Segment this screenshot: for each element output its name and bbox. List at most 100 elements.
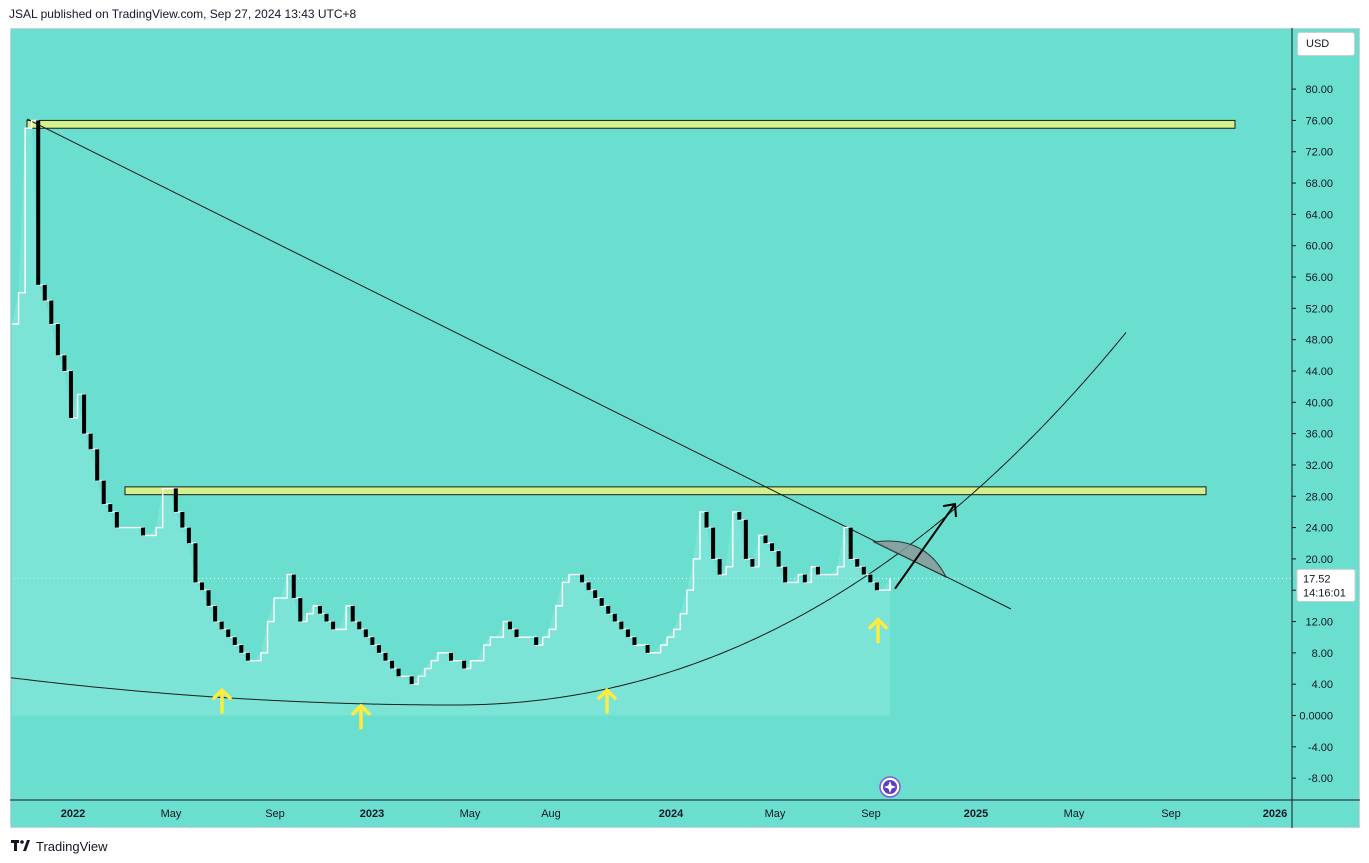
y-tick-label: -4.00 xyxy=(1308,742,1333,754)
y-tick-label: 0.0000 xyxy=(1299,711,1333,723)
bear-candle xyxy=(606,605,611,614)
bear-candle xyxy=(763,535,768,544)
y-tick-label: 28.00 xyxy=(1305,491,1333,503)
bear-candle xyxy=(180,511,185,528)
bear-candle xyxy=(855,558,860,567)
y-tick-label: 80.00 xyxy=(1305,84,1333,96)
x-tick-label: May xyxy=(765,808,786,820)
bear-candle xyxy=(200,582,205,591)
y-tick-label: 48.00 xyxy=(1305,335,1333,347)
bear-candle xyxy=(612,613,617,622)
bear-candle xyxy=(226,629,231,638)
bear-candle xyxy=(711,527,716,559)
bear-candle xyxy=(776,551,781,567)
support-arrow-icon xyxy=(868,617,888,644)
bear-candle xyxy=(317,605,322,614)
bear-candle xyxy=(213,605,218,622)
published-text: JSAL published on TradingView.com, Sep 2… xyxy=(9,7,357,21)
bear-candle xyxy=(186,527,191,544)
x-tick-label: Sep xyxy=(1161,808,1181,820)
bear-candle xyxy=(593,590,598,599)
bear-candle xyxy=(42,284,47,301)
x-tick-label: Sep xyxy=(861,808,881,820)
last-price-value: 17.52 xyxy=(1303,573,1331,585)
bear-candle xyxy=(750,558,755,567)
bear-candle xyxy=(868,574,873,583)
y-tick-label: 24.00 xyxy=(1305,523,1333,535)
currency-label: USD xyxy=(1306,38,1330,50)
projection-arrow-head-icon xyxy=(942,502,957,518)
bear-candle xyxy=(743,519,748,559)
bear-candle xyxy=(507,621,512,630)
bear-candle xyxy=(717,558,722,575)
bear-candle xyxy=(409,676,414,685)
bear-candle xyxy=(141,527,146,536)
bear-candle xyxy=(586,582,591,591)
bear-candle xyxy=(783,566,788,583)
bear-candle xyxy=(704,511,709,528)
bear-candle xyxy=(82,394,87,434)
bear-candle xyxy=(245,652,250,661)
bear-candle xyxy=(383,652,388,661)
bear-candle xyxy=(331,621,336,630)
y-tick-label: 36.00 xyxy=(1305,429,1333,441)
event-badge-icon xyxy=(879,776,901,798)
bear-candle xyxy=(49,300,54,324)
publication-header: JSAL published on TradingView.com, Sep 2… xyxy=(9,7,356,23)
bear-candle xyxy=(324,613,329,622)
bear-candle xyxy=(599,598,604,606)
bear-candle xyxy=(770,543,775,552)
y-tick-label: 60.00 xyxy=(1305,241,1333,253)
last-price-box xyxy=(1296,568,1356,602)
x-tick-label: 2025 xyxy=(964,808,988,820)
bear-candle xyxy=(95,449,100,481)
y-tick-label: 76.00 xyxy=(1305,115,1333,127)
parabolic-support-curve xyxy=(11,332,1127,706)
plot-layer xyxy=(11,118,1292,730)
projection-arrow-shaft xyxy=(894,503,956,590)
x-tick-label: Aug xyxy=(541,808,561,820)
currency-button[interactable]: USD xyxy=(1297,32,1355,56)
bear-candle xyxy=(815,566,820,575)
x-tick-label: 2026 xyxy=(1263,808,1287,820)
y-tick-label: -8.00 xyxy=(1308,773,1333,785)
convergence-wedge xyxy=(872,540,948,579)
bear-candle xyxy=(62,355,67,371)
y-tick-label: 52.00 xyxy=(1305,303,1333,315)
y-tick-label: 68.00 xyxy=(1305,178,1333,190)
support-arrow-icon xyxy=(351,704,371,730)
bear-candle xyxy=(298,598,303,622)
y-tick-label: 20.00 xyxy=(1305,554,1333,566)
bear-candle xyxy=(101,480,106,505)
bear-candle xyxy=(219,621,224,630)
bear-candle xyxy=(291,574,296,599)
support-arrow-icon xyxy=(597,688,617,714)
y-tick-label: 64.00 xyxy=(1305,209,1333,221)
footer-brand: TradingView xyxy=(36,838,108,854)
bear-candle xyxy=(632,637,637,646)
bear-candle xyxy=(68,370,73,418)
bear-candle xyxy=(390,660,395,669)
x-tick-label: 2023 xyxy=(360,808,384,820)
bear-candle xyxy=(802,574,807,583)
bear-candle xyxy=(737,511,742,520)
y-tick-label: 4.00 xyxy=(1312,679,1333,691)
bear-candle xyxy=(514,629,519,638)
bear-candle xyxy=(645,645,650,653)
bear-candle xyxy=(449,652,453,661)
event-badge-star xyxy=(884,781,896,793)
resistance-zone-lower xyxy=(124,486,1207,496)
bear-candle xyxy=(357,621,362,630)
bear-candle xyxy=(88,433,93,450)
bear-candle xyxy=(580,574,585,583)
y-tick-label: 8.00 xyxy=(1312,648,1333,660)
y-tick-label: 56.00 xyxy=(1305,272,1333,284)
x-tick-label: May xyxy=(161,808,182,820)
bear-candle xyxy=(396,668,401,677)
x-tick-label: May xyxy=(460,808,481,820)
bear-candle xyxy=(350,605,355,622)
bear-candle xyxy=(114,511,119,528)
bear-candle xyxy=(376,645,381,653)
bear-candle xyxy=(534,637,539,646)
